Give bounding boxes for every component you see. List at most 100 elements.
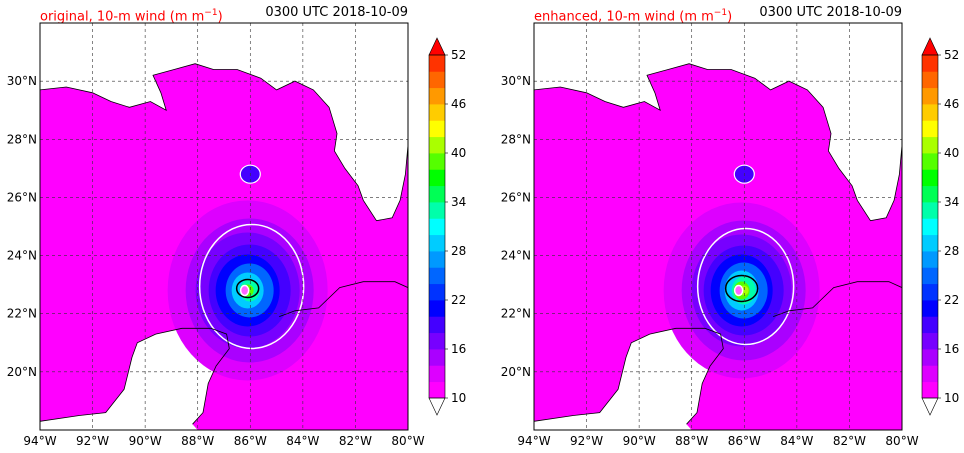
colorbar-tick-label: 52 [451,48,466,62]
colorbar-segment [922,251,938,268]
hurricane-eye [239,284,250,297]
colorbar-segment [429,104,445,121]
colorbar-segment [429,185,445,203]
lat-tick-label: 22°N [501,307,531,321]
lat-tick-label: 26°N [7,190,37,204]
lon-tick-label: 88°W [675,434,708,448]
colorbar-tick-label: 22 [944,293,959,307]
lat-tick-label: 30°N [501,74,531,88]
lon-tick-label: 90°W [129,434,162,448]
coastline [534,63,902,222]
colorbar-tick-label: 46 [944,97,959,111]
right-title-close: ) [727,9,733,25]
lat-tick-label: 30°N [7,74,37,88]
lon-tick-label: 90°W [623,434,656,448]
colorbar-segment [429,234,445,252]
colorbar-segment [922,55,938,72]
lon-tick-label: 82°W [833,434,866,448]
lon-tick-label: 86°W [234,434,267,448]
colorbar-tick-label: 10 [451,391,466,405]
colorbar-tick-label: 10 [944,391,959,405]
colorbar-segment [429,267,445,285]
colorbar-segment [922,153,938,170]
lat-tick-label: 22°N [7,307,37,321]
left-title-close: ) [217,9,223,25]
right-panel-title: enhanced, 10-m wind (m m−1) [534,6,732,24]
colorbar-tick-label: 16 [944,342,959,356]
lon-tick-label: 80°W [391,434,424,448]
right-title-exponent: −1 [713,8,728,18]
lat-tick-label: 24°N [501,249,531,263]
colorbar-segment [922,267,938,285]
hurricane-eye [733,284,744,297]
colorbar-segment [429,202,445,219]
colorbar-segment [429,316,445,334]
map-frame [39,22,409,431]
colorbar-segment [922,218,938,236]
lon-tick-label: 92°W [76,434,109,448]
colorbar-tick-label: 40 [451,146,466,160]
lon-tick-label: 84°W [780,434,813,448]
colorbar-segment [429,332,445,350]
colorbar-tick-label: 34 [451,195,466,209]
colorbar-tick-label: 40 [944,146,959,160]
lon-tick-label: 84°W [286,434,319,448]
colorbar-segment [429,218,445,236]
colorbar-segment [922,71,938,89]
colorbar-over-arrow [428,37,446,56]
colorbar-segment [922,234,938,252]
colorbar-frame [921,54,939,399]
lat-tick-label: 28°N [501,132,531,146]
colorbar-segment [429,251,445,268]
colorbar-segment [429,283,445,301]
lon-tick-label: 86°W [728,434,761,448]
colorbar-segment [922,202,938,219]
lon-tick-label: 80°W [885,434,918,448]
coastline [40,63,408,222]
colorbar-segment [922,381,938,399]
lat-tick-label: 20°N [501,365,531,379]
lat-tick-label: 26°N [501,190,531,204]
left-title-exponent: −1 [204,8,218,18]
lat-tick-label: 28°N [7,132,37,146]
black-contour [724,274,759,303]
coastline [534,327,724,425]
left-title-text: original, 10-m wind (m m [40,9,205,25]
colorbar-frame [428,54,446,399]
colorbar-tick-label: 46 [451,97,466,111]
colorbar-segment [922,169,938,187]
left-panel-title: original, 10-m wind (m m−1) [40,6,223,24]
black-contour [235,278,260,299]
colorbar-segment [922,120,938,138]
colorbar-segment [922,136,938,154]
coastline [773,281,902,317]
lon-tick-label: 94°W [517,434,550,448]
colorbar-segment [922,332,938,350]
coastline [40,327,230,425]
lon-tick-label: 88°W [181,434,214,448]
colorbar-segment [922,365,938,383]
right-panel-time: 0300 UTC 2018-10-09 [759,5,902,20]
map-panel-1: 94°W 92°W 90°W 88°W 86°W 84°W 82°W 80°W 20°N 22°N… [7,22,425,448]
right-title-text: enhanced, 10-m wind (m m [534,9,714,25]
colorbar-under-arrow [428,397,446,416]
colorbar-tick-label: 16 [451,342,466,356]
white-contour [696,227,795,346]
colorbar-segment [922,104,938,121]
colorbar-tick-label: 34 [944,195,959,209]
colorbar-tick-label: 28 [944,244,959,258]
colorbar-under-arrow [921,397,939,416]
colorbar-over-arrow [921,37,939,56]
colorbar-segment [922,349,938,366]
coastline [279,281,408,317]
lon-tick-label: 92°W [570,434,603,448]
colorbar-segment [429,87,445,105]
lon-tick-label: 82°W [339,434,372,448]
colorbar-segment [429,365,445,383]
map-frame [533,22,903,431]
white-contour [198,223,305,350]
colorbar-tick-label: 22 [451,293,466,307]
lon-tick-label: 94°W [23,434,56,448]
colorbar: 10 16 22 28 34 40 46 52 [428,37,466,416]
